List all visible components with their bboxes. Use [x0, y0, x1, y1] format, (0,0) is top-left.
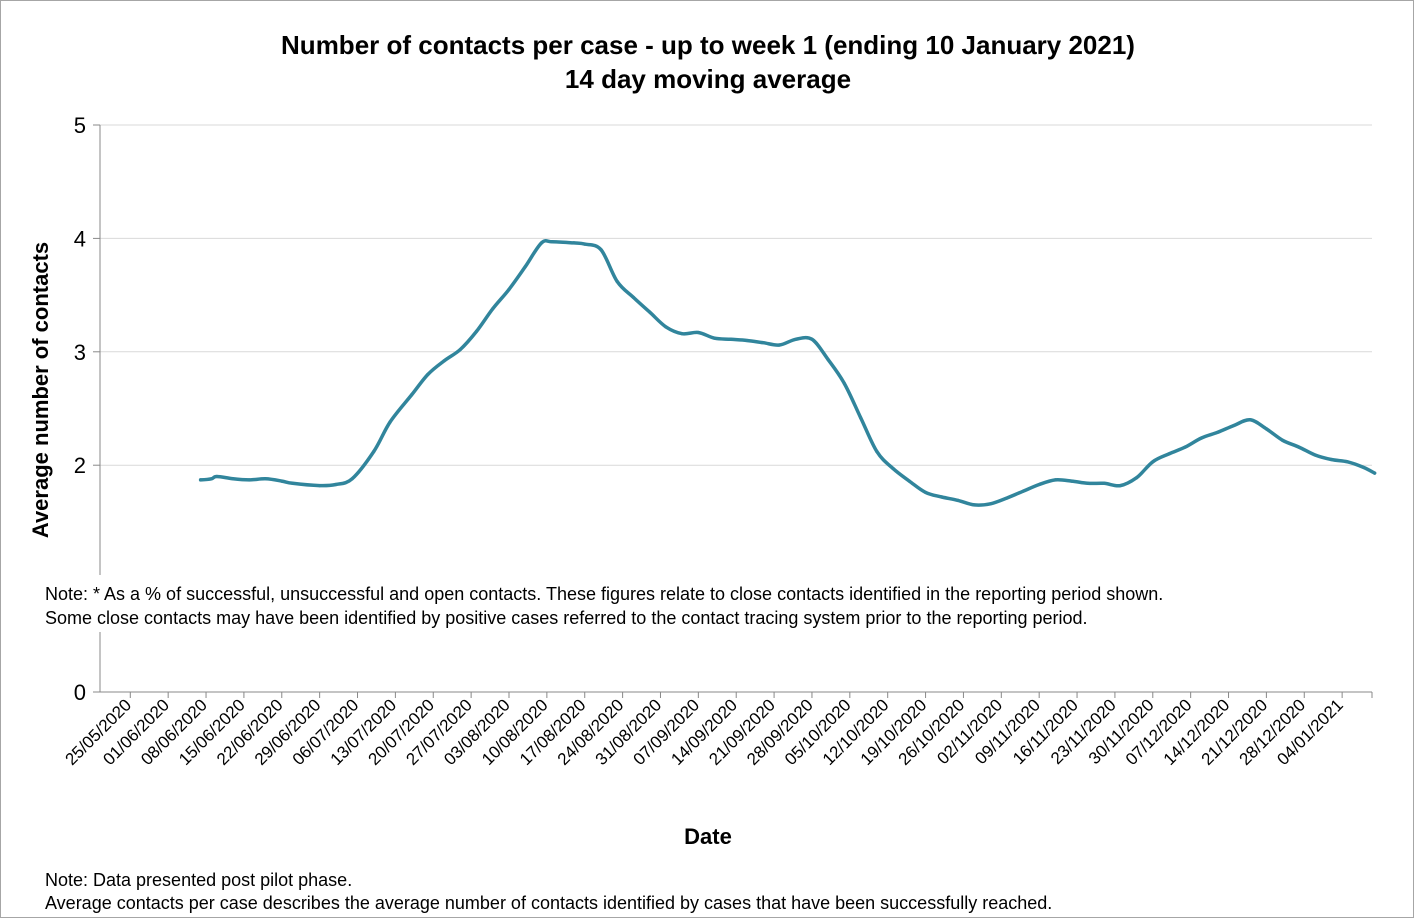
data-point — [907, 479, 911, 483]
data-point — [215, 474, 219, 479]
chart-title: Number of contacts per case - up to week… — [281, 30, 1135, 60]
data-point — [924, 490, 928, 494]
data-point — [956, 498, 960, 502]
data-point — [523, 265, 527, 269]
data-point — [1232, 423, 1236, 428]
data-point — [777, 343, 782, 347]
data-point — [1373, 471, 1377, 475]
data-point — [940, 495, 944, 499]
data-point — [680, 332, 684, 336]
data-point — [263, 477, 268, 481]
data-point — [572, 241, 576, 245]
bottom-note-line-2: Average contacts per case describes the … — [45, 893, 1053, 913]
data-point — [550, 240, 554, 244]
data-point — [199, 478, 203, 482]
data-point — [280, 479, 284, 483]
data-point — [1086, 481, 1090, 485]
data-point — [1135, 476, 1139, 480]
data-point — [539, 241, 544, 245]
data-point — [826, 358, 830, 362]
data-point — [1102, 481, 1106, 485]
data-point — [1021, 489, 1025, 493]
data-point — [794, 337, 798, 341]
data-point — [631, 295, 636, 299]
data-point — [583, 242, 587, 246]
data-point — [507, 287, 511, 291]
x-axis-label: Date — [684, 824, 732, 849]
data-point — [1070, 479, 1074, 483]
data-point — [442, 359, 446, 363]
data-point — [1362, 465, 1366, 470]
data-point — [713, 336, 717, 340]
data-point — [664, 325, 668, 329]
data-point — [745, 338, 749, 343]
data-point — [1345, 460, 1350, 464]
data-point — [318, 484, 322, 488]
data-point — [1297, 445, 1301, 449]
data-point — [1313, 453, 1317, 457]
data-point — [474, 329, 479, 333]
bottom-note-line-1: Note: Data presented post pilot phase. — [45, 870, 353, 890]
data-point — [810, 337, 814, 341]
y-axis-label: Average number of contacts — [28, 242, 53, 538]
data-point — [458, 347, 462, 352]
series-group — [198, 239, 1377, 507]
data-point — [426, 372, 430, 377]
data-point — [291, 481, 295, 485]
data-point — [1216, 430, 1220, 434]
data-point — [1248, 418, 1252, 422]
data-point — [334, 482, 338, 487]
data-point — [972, 503, 976, 507]
data-point — [209, 477, 213, 481]
data-point — [1264, 427, 1268, 431]
data-point — [372, 450, 376, 454]
gridlines — [100, 124, 1372, 466]
data-point — [761, 341, 765, 345]
data-point — [491, 307, 495, 311]
data-point — [1053, 478, 1057, 482]
x-tick-labels: 25/05/202001/06/202008/06/202015/06/2020… — [62, 695, 1347, 769]
data-point — [696, 330, 700, 335]
middle-note-line-1: Note: * As a % of successful, unsuccessf… — [45, 584, 1164, 604]
y-tick-labels: 0 2 3 4 5 — [74, 113, 86, 705]
data-point — [988, 502, 993, 506]
data-point — [1281, 438, 1285, 442]
data-point — [842, 382, 847, 386]
y-tick-label-3: 3 — [74, 340, 86, 365]
y-tick-label-2: 2 — [74, 453, 86, 478]
data-point — [1118, 484, 1122, 488]
data-point — [231, 477, 235, 481]
data-point — [875, 450, 879, 454]
y-tick-label-0: 0 — [74, 680, 86, 705]
data-point — [410, 393, 414, 397]
middle-note-line-2: Some close contacts may have been identi… — [45, 608, 1088, 628]
data-point — [1199, 436, 1204, 440]
data-point — [729, 337, 733, 341]
data-point — [1151, 460, 1155, 464]
data-point — [1329, 457, 1333, 462]
y-tick-label-5: 5 — [74, 113, 86, 138]
data-point — [859, 416, 863, 420]
data-point — [615, 279, 619, 284]
chart-subtitle: 14 day moving average — [564, 64, 852, 94]
data-point — [388, 420, 392, 424]
y-tick-label-4: 4 — [74, 226, 86, 251]
data-point — [1167, 452, 1171, 456]
data-point — [350, 477, 354, 481]
data-point — [247, 478, 251, 482]
data-point — [1183, 445, 1187, 449]
note-overlay-panel — [41, 575, 1381, 632]
data-point — [1037, 482, 1041, 487]
data-point — [891, 467, 895, 471]
data-point — [648, 310, 652, 314]
data-point — [599, 248, 603, 252]
data-point — [1005, 496, 1009, 500]
